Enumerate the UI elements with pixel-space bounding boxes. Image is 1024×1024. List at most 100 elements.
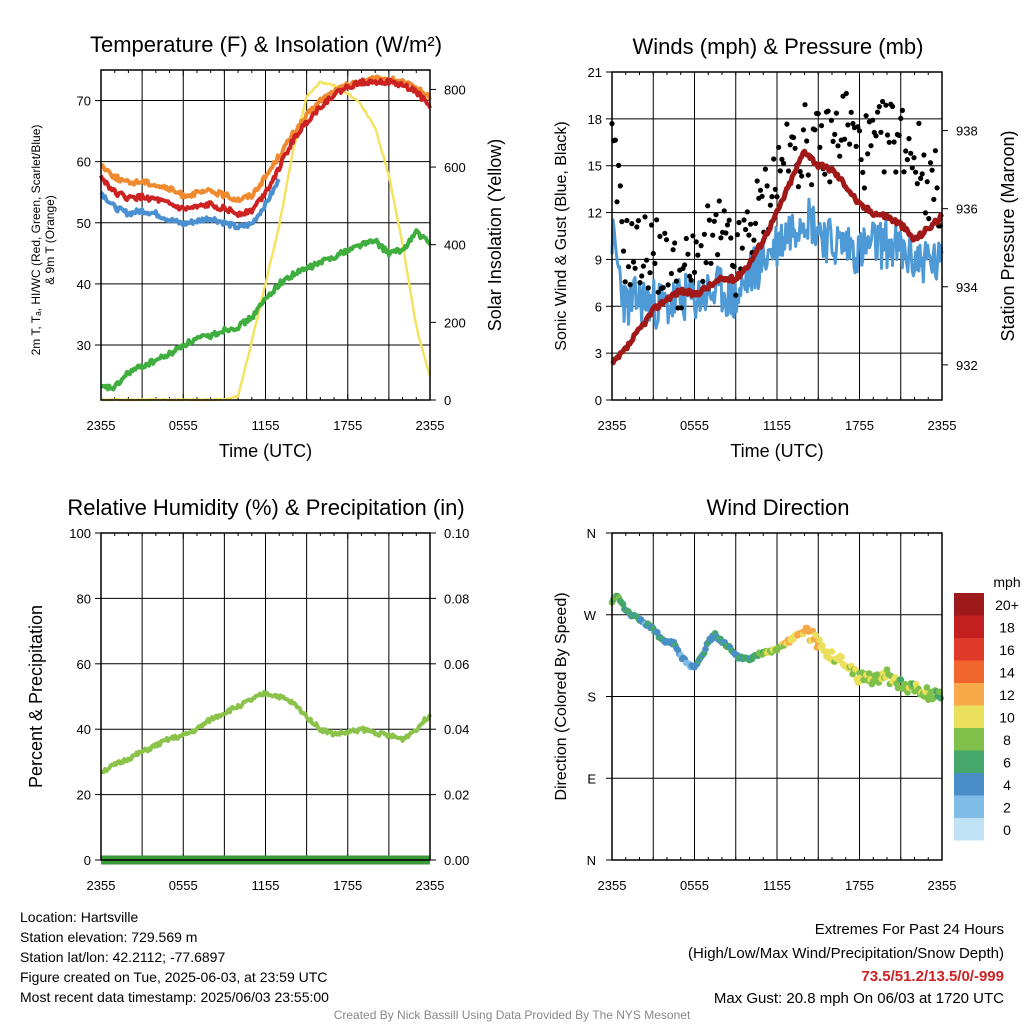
gust-point [880, 98, 886, 105]
gust-point [649, 222, 655, 228]
panel-title: Winds (mph) & Pressure (mb) [633, 34, 924, 59]
gust-point [634, 224, 640, 230]
legend-label: 10 [999, 710, 1015, 726]
gust-point [637, 280, 643, 286]
direction-point [937, 694, 944, 702]
y-left-label: Direction (Colored By Speed) [553, 592, 570, 800]
gust-point [878, 129, 884, 135]
y-right-tick-label: 932 [956, 358, 978, 373]
x-tick-label: 1155 [252, 418, 280, 433]
gust-point [828, 117, 835, 123]
y-left-label: Sonic Wind & Gust (Blue, Black) [553, 121, 570, 350]
gust-point [723, 230, 729, 236]
speed-legend: mph 20+ 18 16 14 12 10 8 6 4 2 0 [954, 574, 1021, 841]
gust-point [668, 270, 675, 277]
credit-text: Created By Nick Bassill Using Data Provi… [334, 1008, 691, 1022]
x-tick-label: 2355 [416, 418, 445, 433]
x-tick-label: 0555 [169, 878, 198, 893]
gust-point [847, 141, 853, 147]
x-tick-label: 1755 [333, 878, 362, 893]
gust-point [893, 169, 899, 175]
legend-label: 16 [999, 642, 1015, 658]
gust-point [650, 250, 656, 257]
gust-point [744, 209, 750, 215]
gust-point [901, 169, 907, 175]
gust-point [876, 104, 882, 110]
gust-point [629, 221, 635, 227]
y-left-tick-label: 70 [77, 94, 91, 109]
gust-point [914, 181, 920, 187]
gust-point [853, 143, 859, 149]
gust-point [772, 186, 778, 192]
gust-point [774, 194, 780, 200]
gust-point [790, 134, 797, 141]
direction-point [819, 642, 826, 649]
x-tick-label: 2355 [87, 418, 116, 433]
y-right-tick-label: 0.04 [444, 722, 469, 737]
gust-point [627, 282, 633, 288]
gust-point [797, 168, 803, 175]
gust-point [784, 121, 790, 127]
gust-point [896, 132, 902, 138]
gust-point [657, 233, 663, 239]
gust-point [764, 183, 770, 189]
gust-point [762, 166, 769, 172]
gust-point [812, 127, 818, 133]
y-left-label-line2: & 9m T (Orange) [43, 195, 57, 285]
gust-point [672, 240, 678, 246]
gust-point [889, 103, 896, 110]
y-right-label: Solar Insolation (Yellow) [485, 139, 505, 331]
gust-point [799, 173, 805, 179]
gust-point [921, 152, 927, 158]
direction-point [923, 684, 931, 691]
y-right-tick-label: 938 [956, 124, 978, 139]
gust-point [833, 110, 840, 116]
gust-point [733, 292, 739, 298]
extremes-subtitle: (High/Low/Max Wind/Precipitation/Snow De… [688, 945, 1004, 962]
gust-point [622, 279, 628, 285]
gust-point [654, 217, 660, 223]
gust-point [843, 90, 849, 97]
y-left-tick-label: 30 [77, 338, 91, 353]
gust-point [827, 179, 833, 185]
gust-point [701, 231, 708, 237]
gust-point [726, 217, 732, 223]
gust-point [769, 194, 775, 200]
legend-label: 12 [999, 687, 1015, 703]
gust-point [870, 117, 876, 123]
gust-point [848, 109, 854, 115]
gust-point [711, 218, 717, 224]
gust-point [881, 169, 887, 175]
gust-point [856, 128, 863, 134]
gust-point [685, 251, 691, 257]
gust-point [817, 144, 823, 150]
gust-point [832, 131, 838, 137]
gust-point [911, 155, 917, 161]
y-left-tick-label: 12 [588, 206, 602, 221]
direction-point [619, 600, 627, 608]
wind-panel: 2355 0555 1155 1755 2355 Winds (mph) & Pressu… [553, 34, 1018, 461]
legend-label: 20+ [995, 597, 1019, 613]
created-text: Figure created on Tue, 2025-06-03, at 23… [20, 969, 327, 985]
y-right-label: Station Pressure (Maroon) [998, 130, 1018, 341]
gust-point [908, 150, 914, 156]
legend-swatch [954, 818, 984, 841]
legend-swatch [954, 750, 984, 773]
y-right-tick-label: 600 [444, 160, 466, 175]
gust-point [645, 285, 651, 291]
gust-point [830, 138, 836, 144]
latlon-text: Station lat/lon: 42.2112; -77.6897 [20, 949, 225, 965]
gust-point [850, 120, 856, 127]
x-tick-label: 2355 [928, 878, 957, 893]
gust-point [625, 264, 632, 270]
legend-swatch [954, 795, 984, 818]
gust-point [913, 169, 919, 175]
gust-point [777, 168, 783, 174]
direction-tick-label: E [587, 771, 596, 786]
gust-point [804, 138, 810, 144]
gust-point [842, 136, 848, 142]
y-right-tick-label: 936 [956, 202, 978, 217]
legend-swatch [954, 728, 984, 751]
x-tick-label: 2355 [598, 418, 627, 433]
